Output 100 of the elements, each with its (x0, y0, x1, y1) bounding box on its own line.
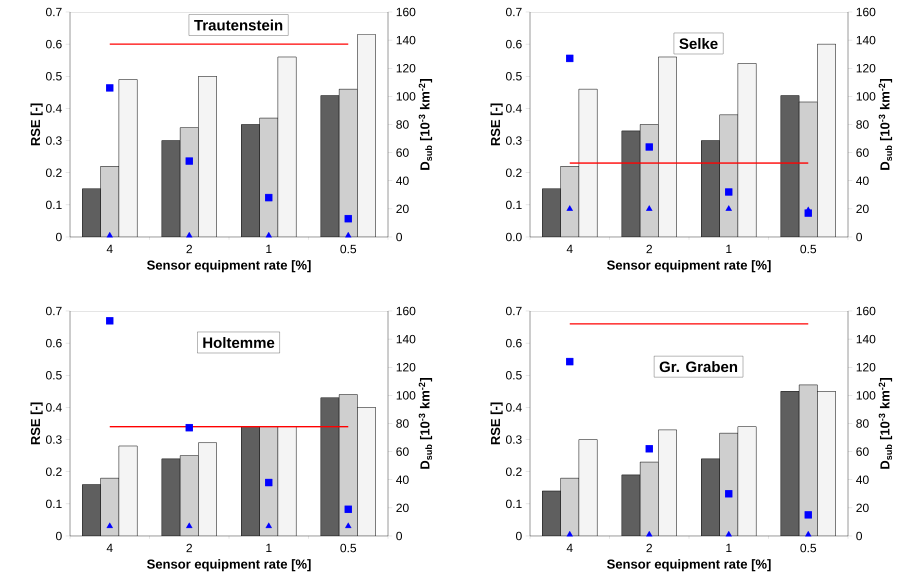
y-tick-label: 0.3 (506, 435, 522, 444)
bar (82, 188, 101, 237)
y-tick-label: 0.1 (506, 500, 522, 508)
y2-tick-label: 0 (396, 232, 402, 242)
x-tick-label: 0.5 (340, 544, 356, 552)
bar (701, 140, 720, 237)
y-tick-label: 0.7 (46, 306, 62, 316)
bar (260, 426, 278, 536)
point (726, 530, 732, 537)
point (804, 511, 812, 519)
y-tick-label: 0.3 (506, 136, 522, 145)
x-axis-title: Sensor equipment rate [%] (607, 260, 771, 272)
point (266, 232, 272, 238)
y-tick-label: 0.2 (506, 467, 522, 476)
y-tick-label: 0.5 (46, 371, 62, 380)
point (186, 522, 192, 528)
x-tick-label: 1 (726, 544, 732, 552)
point (265, 194, 272, 202)
x-tick-label: 0.5 (800, 244, 816, 254)
y-tick-label: 0.5 (506, 371, 522, 380)
point (186, 424, 193, 432)
text: Selke (679, 38, 718, 49)
y2-tick-label: 120 (396, 362, 416, 372)
x-tick-label: 2 (186, 244, 192, 254)
point (566, 358, 574, 366)
y2-tick-label: 0 (856, 232, 862, 242)
y-tick-label: 0.7 (46, 8, 62, 16)
y-axis-title: RSE [-] (30, 104, 43, 146)
point (344, 215, 352, 222)
y-tick-label: 0.3 (46, 435, 62, 444)
y2-tick-label: 40 (396, 475, 409, 484)
y2-tick-label: 60 (856, 148, 869, 157)
y2-tick-label: 100 (856, 92, 876, 101)
y2-tick-label: 80 (396, 419, 409, 428)
y-tick-label: 0.7 (506, 306, 522, 316)
bar (320, 95, 340, 237)
point (265, 478, 272, 486)
point (106, 232, 113, 238)
y2-axis-title: D$_{sub}$ [10$^{-3}$ km$^{-2}$] (878, 79, 892, 170)
text: Gr. Graben (660, 361, 738, 372)
y2-tick-label: 160 (396, 306, 416, 316)
y-tick-label: 0.4 (46, 104, 62, 113)
point (106, 84, 114, 92)
bar (338, 394, 358, 536)
y-tick-label: 0.1 (46, 500, 62, 508)
point (646, 530, 652, 537)
y2-tick-label: 120 (396, 64, 416, 72)
y2-tick-label: 140 (396, 36, 416, 44)
bar (162, 140, 180, 237)
point (186, 157, 193, 165)
x-axis-title: Sensor equipment rate [%] (147, 260, 311, 272)
y2-tick-label: 140 (856, 36, 876, 44)
x-tick-label: 0.5 (800, 544, 816, 552)
y-tick-label: 0 (516, 532, 522, 540)
bar (622, 130, 640, 237)
y-tick-label: 0.5 (46, 72, 62, 81)
y-axis-title: RSE [-] (490, 402, 503, 444)
y-axis-title: RSE [-] (30, 402, 43, 444)
bar (542, 188, 561, 237)
point (725, 188, 732, 196)
y-tick-label: 0.6 (46, 40, 62, 48)
y-tick-label: 0.4 (506, 403, 522, 412)
point (646, 205, 652, 211)
y2-tick-label: 20 (396, 504, 409, 512)
bar (100, 478, 119, 536)
y2-tick-label: 160 (396, 8, 416, 16)
point (566, 54, 574, 62)
y2-tick-label: 80 (856, 120, 869, 129)
y-tick-label: 0.1 (506, 200, 522, 210)
point (646, 445, 653, 452)
text: Holtemme (203, 336, 274, 348)
y2-tick-label: 80 (856, 419, 869, 428)
bar (260, 118, 278, 237)
y-axis-title: RSE [-] (490, 104, 503, 146)
x-tick-label: 2 (186, 544, 192, 552)
point (345, 522, 352, 528)
y-tick-label: 0 (56, 232, 62, 242)
bar (100, 166, 119, 237)
y2-tick-label: 100 (396, 92, 416, 101)
y-tick-label: 0.7 (506, 8, 522, 16)
point (186, 232, 192, 238)
y-tick-label: 0.1 (46, 200, 62, 210)
y2-tick-label: 120 (856, 362, 876, 372)
y2-tick-label: 20 (396, 204, 409, 214)
y2-tick-label: 60 (856, 447, 869, 456)
y-tick-label: 0.6 (506, 40, 522, 48)
x-tick-label: 4 (566, 544, 573, 552)
y2-tick-label: 0 (396, 532, 402, 540)
y-tick-label: 0.4 (506, 104, 522, 113)
y2-tick-label: 140 (396, 334, 416, 344)
point (344, 506, 352, 513)
bar (180, 128, 198, 237)
y2-tick-label: 40 (396, 176, 409, 185)
y2-tick-label: 0 (856, 532, 862, 540)
x-tick-label: 4 (566, 244, 573, 254)
x-axis-title: Sensor equipment rate [%] (147, 559, 311, 572)
y-tick-label: 0 (56, 532, 62, 540)
point (805, 530, 812, 537)
y-tick-label: 0.2 (506, 168, 522, 177)
y2-tick-label: 20 (856, 504, 869, 512)
